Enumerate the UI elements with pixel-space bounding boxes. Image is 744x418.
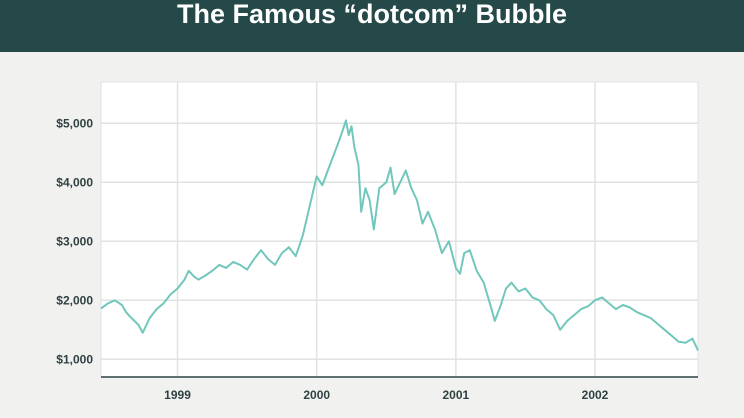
y-tick-label: $2,000 [56,293,93,307]
y-tick-label: $1,000 [56,352,93,366]
y-tick-label: $5,000 [56,116,93,130]
y-tick-label: $4,000 [56,175,93,189]
x-tick-label: 2001 [443,388,470,402]
x-tick-label: 1999 [164,388,191,402]
title-bar [0,0,744,52]
chart-title: The Famous “dotcom” Bubble [176,0,567,29]
price-line [100,119,699,351]
x-tick-label: 2002 [582,388,609,402]
plot-background [100,81,699,378]
x-tick-label: 2000 [303,388,330,402]
plot-area: $1,000 $2,000 $3,000 $4,000 $5,000 1999 2000 20… [56,81,699,402]
y-tick-label: $3,000 [56,234,93,248]
